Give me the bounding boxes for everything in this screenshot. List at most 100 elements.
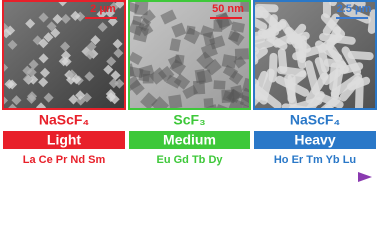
particle	[330, 64, 345, 100]
particle	[129, 108, 138, 109]
particle	[284, 74, 298, 107]
particle	[254, 38, 275, 53]
particle	[140, 92, 158, 109]
sem-images: 2 μm 50 nm 2.5 μm	[2, 0, 377, 110]
particle	[138, 17, 152, 32]
particle	[22, 74, 33, 85]
particle	[60, 41, 71, 52]
particle	[277, 48, 288, 74]
material-label: NaScF₄	[39, 112, 89, 128]
particle	[28, 74, 39, 85]
particle	[60, 13, 71, 24]
particle	[319, 95, 341, 109]
particle	[317, 33, 343, 53]
particle	[286, 31, 310, 45]
arrow-head	[358, 172, 372, 182]
particle	[202, 31, 216, 46]
particle	[106, 56, 117, 67]
particle	[298, 35, 307, 64]
particle	[43, 92, 54, 103]
particle	[140, 23, 154, 37]
particle	[70, 10, 81, 21]
particle	[38, 77, 49, 88]
particle	[113, 48, 124, 59]
particle	[138, 69, 151, 82]
particle	[158, 65, 175, 83]
particle	[7, 39, 18, 50]
particle	[28, 59, 39, 70]
particle	[129, 79, 145, 96]
particle	[25, 18, 36, 29]
particle	[226, 88, 241, 104]
particle	[182, 84, 199, 100]
particle	[52, 13, 63, 24]
particle	[86, 41, 97, 52]
labels: NaScF₄ Light La Ce Pr Nd Sm ScF₃ Medium Eu Gd…	[3, 112, 376, 166]
particle	[213, 80, 226, 90]
particle	[227, 30, 240, 42]
particle	[228, 98, 245, 109]
particle	[7, 79, 18, 90]
group-label: Heavy	[294, 132, 335, 148]
particle	[327, 45, 350, 74]
particle	[215, 12, 231, 29]
material-label: ScF₃	[173, 112, 205, 128]
particle	[254, 47, 268, 64]
particle	[160, 108, 172, 109]
particle	[75, 90, 86, 101]
particle	[3, 62, 9, 73]
scale-label: 50 nm	[212, 3, 244, 15]
particle	[39, 67, 50, 78]
particle	[50, 27, 61, 38]
particle	[103, 64, 114, 75]
sem-image	[254, 1, 376, 109]
particle	[38, 38, 49, 49]
elements-label: La Ce Pr Nd Sm	[23, 154, 106, 166]
particle	[68, 94, 79, 105]
particle	[108, 78, 119, 89]
particle	[84, 71, 95, 82]
group-label: Medium	[163, 132, 216, 148]
particle	[254, 34, 266, 49]
particle	[105, 7, 116, 18]
elements-label: Ho Er Tm Yb Lu	[274, 154, 356, 166]
particle	[160, 9, 177, 25]
particle	[26, 67, 37, 78]
particle	[322, 13, 340, 36]
particle	[7, 103, 18, 109]
particle	[234, 48, 250, 60]
particle	[109, 94, 120, 105]
particle	[240, 1, 250, 12]
group-bar	[254, 131, 376, 149]
particle	[231, 21, 245, 33]
particle	[11, 95, 22, 106]
particle	[96, 9, 107, 20]
scale-label: 2 μm	[90, 3, 116, 15]
particle	[346, 76, 371, 91]
particle	[203, 97, 214, 108]
image-border	[2, 0, 126, 110]
particle	[168, 94, 183, 109]
particle	[268, 52, 278, 83]
particle	[61, 56, 72, 67]
particle	[333, 1, 366, 8]
particle	[36, 102, 47, 109]
particle	[71, 74, 82, 85]
particle	[46, 21, 57, 32]
group-bar	[129, 131, 250, 149]
scale-label: 2.5 μm	[337, 3, 372, 15]
particle	[43, 32, 54, 43]
particle	[173, 73, 191, 90]
group-label: Light	[47, 132, 82, 148]
particle	[38, 53, 49, 64]
particle	[196, 51, 215, 70]
particle	[27, 91, 38, 102]
page: 2 μm 50 nm 2.5 μm NaScF₄ Light La Ce Pr Nd S…	[0, 0, 378, 184]
particle	[129, 63, 135, 79]
group-bar	[3, 131, 125, 149]
particle	[85, 49, 96, 60]
particle	[228, 70, 244, 85]
particle	[169, 38, 181, 52]
particle	[57, 1, 68, 7]
particle	[261, 20, 287, 39]
